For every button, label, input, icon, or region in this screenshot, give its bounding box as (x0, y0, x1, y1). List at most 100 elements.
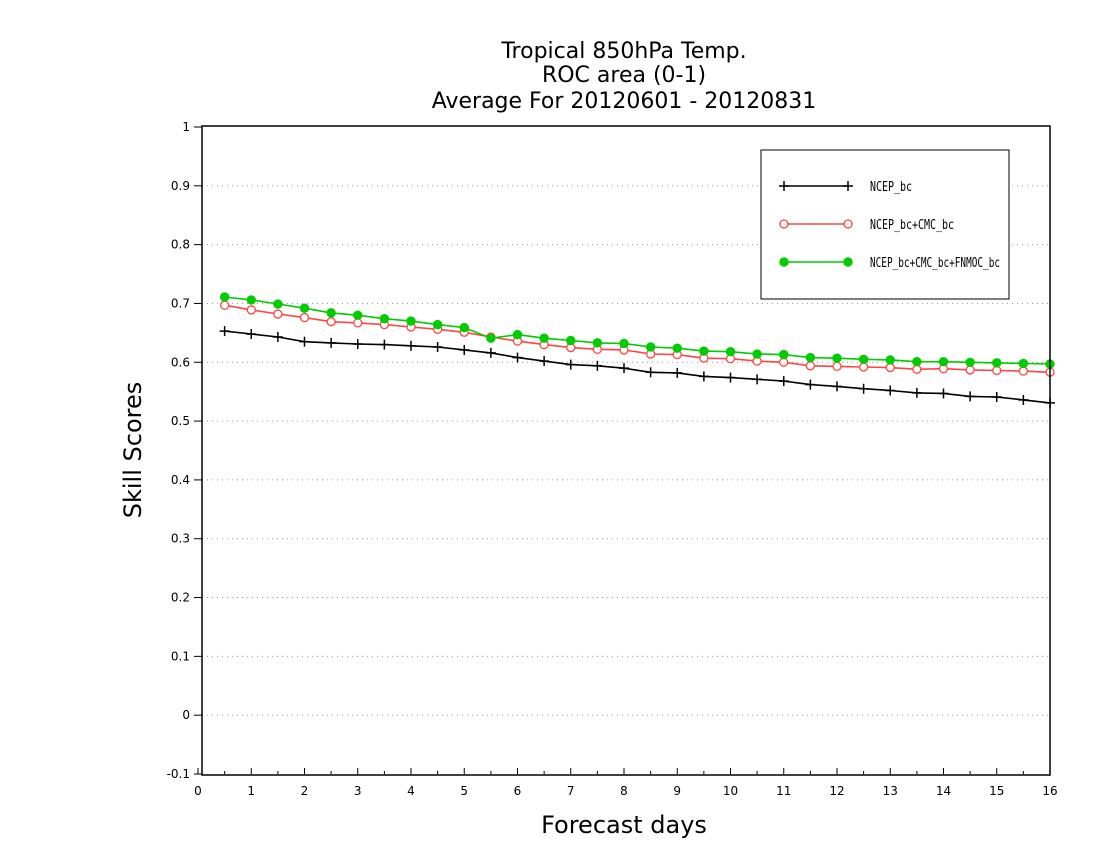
data-point (406, 340, 416, 351)
data-point (273, 299, 283, 309)
x-tick-label: 1 (247, 784, 255, 798)
y-tick-label: 0.9 (171, 179, 190, 193)
data-point (219, 292, 230, 302)
data-point (938, 356, 949, 367)
data-point (858, 354, 869, 365)
data-point (326, 337, 337, 348)
y-tick-label: 0.8 (171, 238, 190, 252)
series-2 (219, 292, 1055, 369)
y-tick-label: -0.1 (167, 767, 190, 781)
data-point (672, 367, 683, 378)
legend-marker (779, 181, 789, 191)
data-point (353, 318, 363, 328)
data-point (805, 379, 816, 390)
data-point (1018, 358, 1029, 369)
grid-layer (202, 185, 1048, 716)
data-point (326, 308, 336, 318)
x-tick-label: 5 (460, 784, 468, 798)
data-point (299, 312, 310, 323)
chart-title-line-2: ROC area (0-1) (542, 63, 706, 88)
x-axis-title: Forecast days (541, 811, 707, 839)
x-tick-label: 14 (936, 784, 951, 798)
legend-marker (779, 257, 789, 267)
data-point (326, 317, 336, 327)
x-tick-label: 2 (301, 784, 309, 798)
data-point (459, 344, 470, 355)
x-tick-label: 11 (776, 784, 791, 798)
data-point (246, 329, 257, 340)
data-point (539, 356, 550, 367)
series-line (224, 330, 1051, 404)
data-point (246, 305, 256, 315)
data-point (725, 372, 736, 383)
x-tick-label: 15 (989, 784, 1004, 798)
series-1 (219, 300, 1055, 377)
data-point (752, 374, 763, 385)
data-point (246, 295, 256, 305)
data-point (459, 322, 469, 333)
data-point (805, 361, 816, 371)
data-point (991, 391, 1002, 402)
data-point (725, 346, 736, 357)
data-point (512, 329, 523, 340)
data-point (379, 314, 390, 324)
legend-entry: NCEP_bc+CMC_bc+FNMOC_bc (779, 256, 1000, 271)
x-tick-label: 8 (620, 784, 628, 798)
data-point (645, 367, 656, 378)
y-tick-label: 0.1 (171, 649, 190, 663)
data-point (619, 363, 629, 374)
data-point (832, 361, 842, 372)
data-point (779, 357, 789, 367)
data-point (832, 353, 842, 363)
data-point (698, 371, 709, 382)
data-point (992, 365, 1002, 376)
axis-layer: -0.100.10.20.30.40.50.60.70.80.910 1 2 3 4 5 6… (167, 120, 1058, 798)
data-point (486, 333, 496, 343)
y-tick-label: 0.6 (171, 355, 190, 369)
data-point (805, 352, 816, 363)
legend-items: NCEP_bc NCEP_bc+CMC_bc NCEP_bc+CMC_bc+FNMO… (779, 180, 1000, 271)
data-point (299, 336, 310, 347)
data-point (965, 357, 975, 367)
legend-label: NCEP_bc+CMC_bc (870, 218, 954, 233)
x-tick-label: 7 (567, 784, 575, 798)
data-point (272, 331, 283, 342)
data-point (672, 343, 682, 353)
series-line (224, 296, 1051, 365)
data-point (619, 338, 629, 349)
data-point (1018, 366, 1029, 376)
legend-entry: NCEP_bc+CMC_bc (779, 218, 954, 233)
data-point (273, 309, 283, 319)
data-point (911, 387, 922, 398)
x-tick-label: 13 (883, 784, 898, 798)
y-tick-label: 0 (182, 708, 190, 722)
plot-frame (201, 125, 1051, 776)
data-point (992, 358, 1002, 368)
legend-marker (843, 257, 853, 267)
data-point (512, 352, 523, 363)
legend-marker (843, 219, 853, 229)
legend: NCEP_bc NCEP_bc+CMC_bc NCEP_bc+CMC_bc+FNMO… (760, 149, 1010, 300)
data-point (645, 342, 656, 352)
data-point (965, 365, 975, 375)
legend-label: NCEP_bc+CMC_bc+FNMOC_bc (870, 256, 1000, 271)
x-tick-label: 3 (354, 784, 362, 798)
y-tick-label: 0.5 (171, 414, 190, 428)
data-point (432, 319, 443, 330)
data-point (858, 362, 869, 372)
data-point (832, 381, 842, 392)
legend-marker (843, 181, 853, 191)
data-point (938, 388, 949, 399)
data-point (352, 339, 363, 350)
chart-title-line-3: Average For 20120601 - 20120831 (432, 89, 817, 114)
y-tick-label: 0.2 (171, 591, 190, 605)
series-0 (219, 326, 1055, 408)
data-point (779, 349, 789, 360)
legend-entry: NCEP_bc (779, 180, 912, 195)
data-point (592, 360, 603, 371)
data-point (885, 355, 895, 365)
data-point (885, 362, 895, 373)
data-point (912, 364, 922, 374)
x-tick-label: 12 (829, 784, 844, 798)
